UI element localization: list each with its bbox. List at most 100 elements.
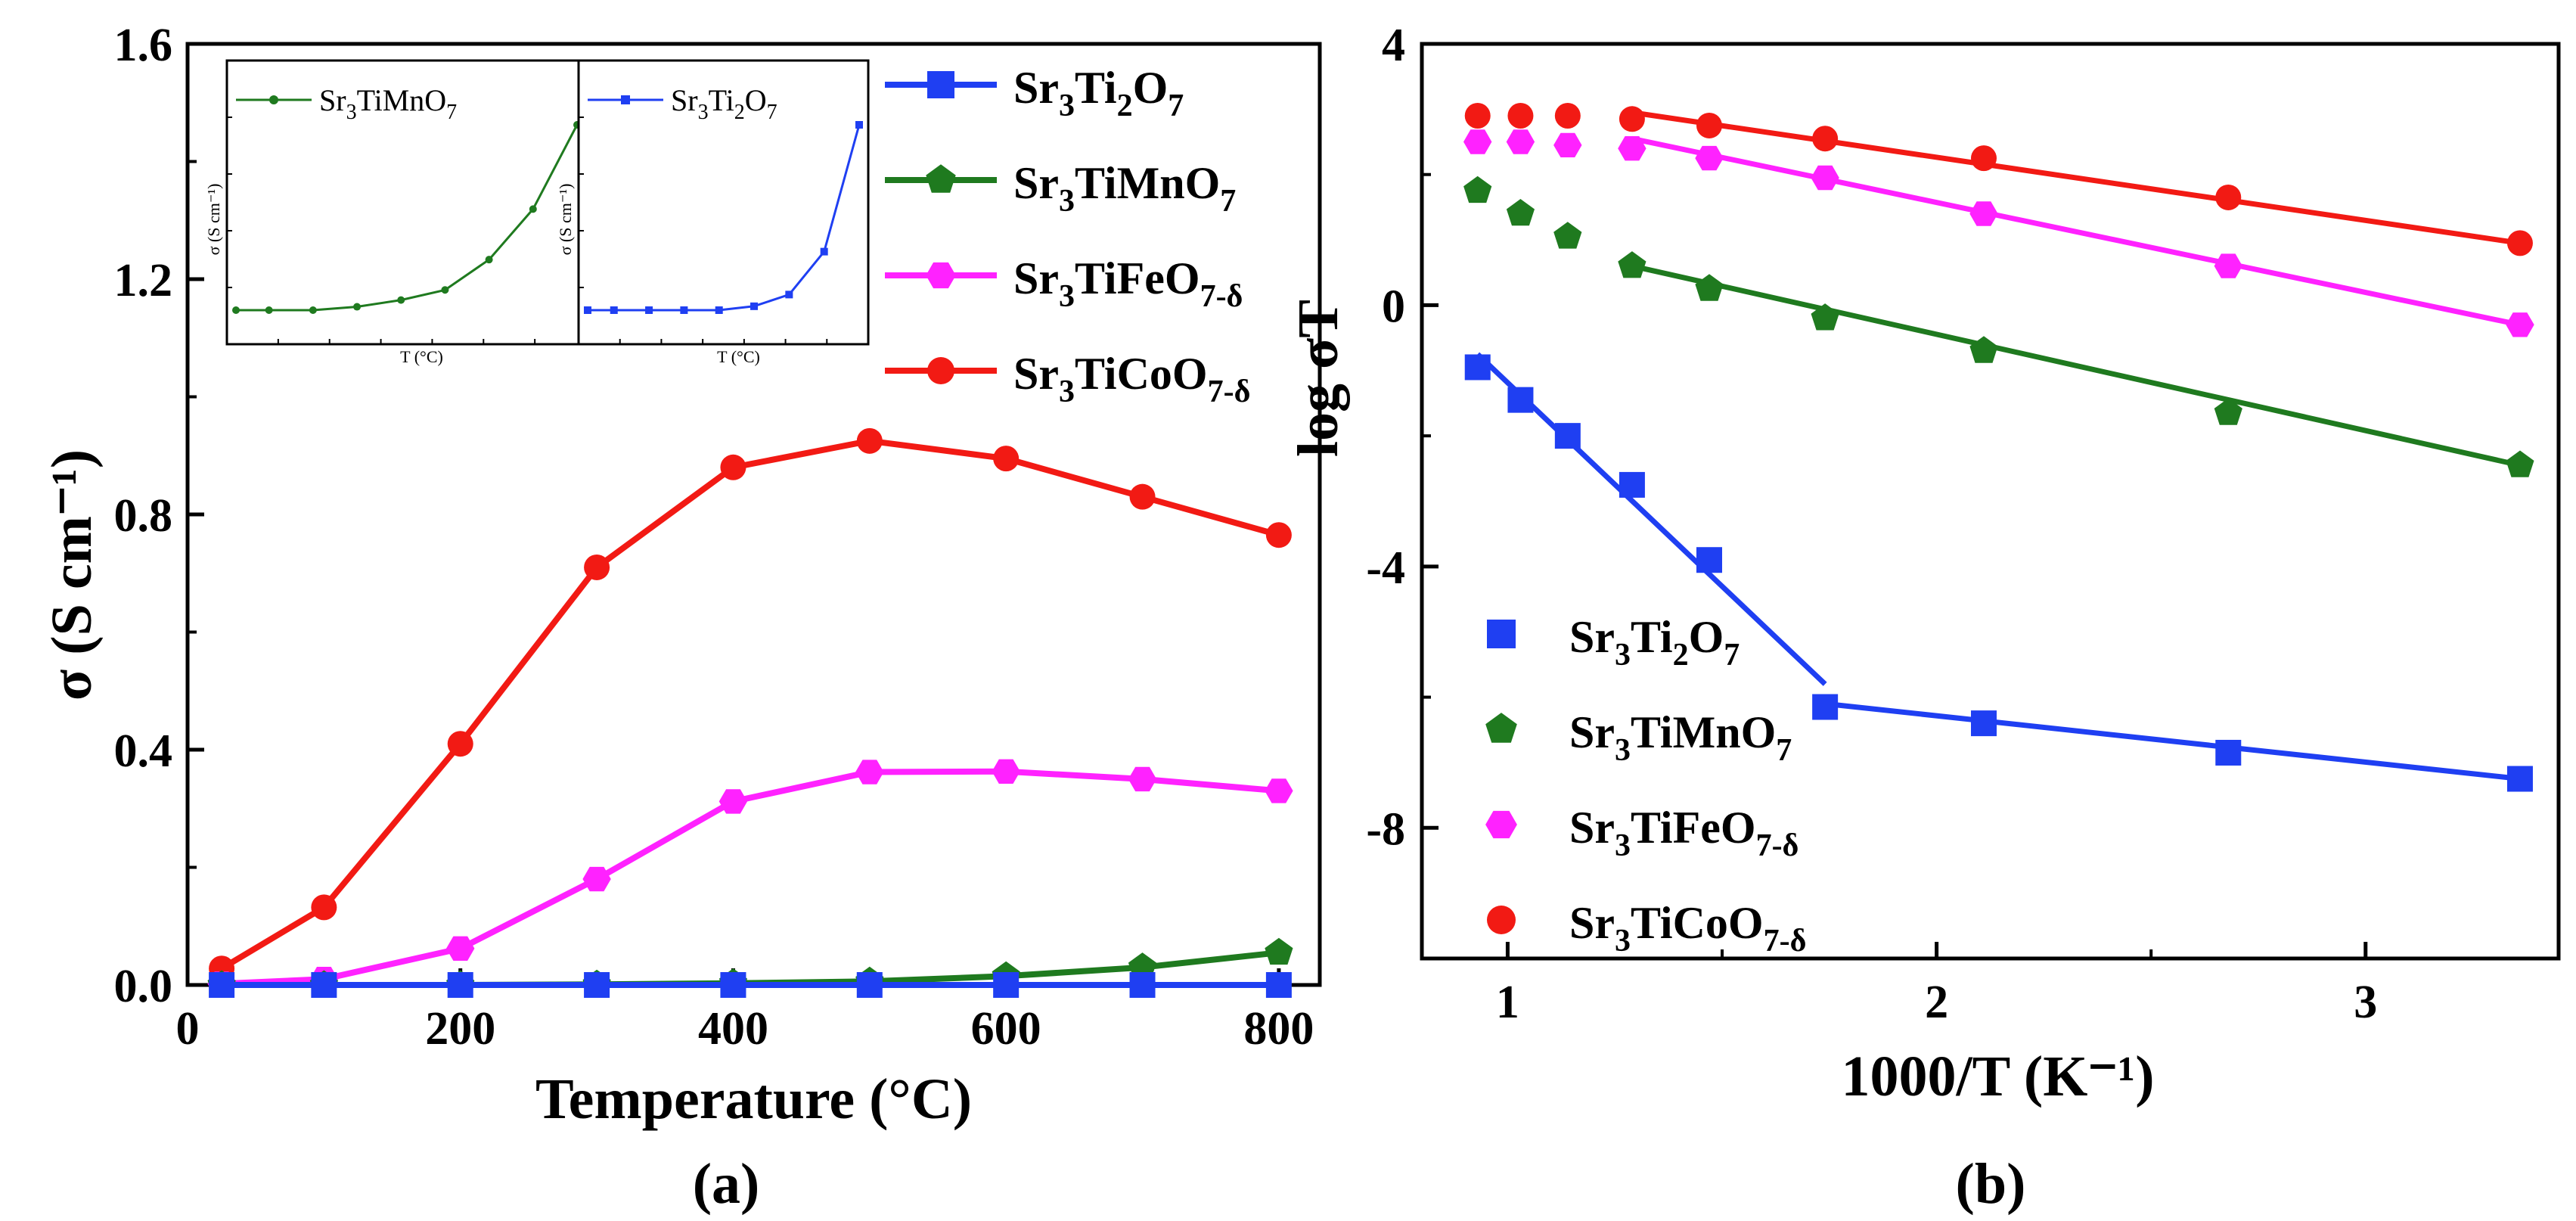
panel-b-point: [2506, 450, 2534, 477]
panel-b-point: [1811, 303, 1839, 331]
inset-legend-label-sub2: 7: [446, 101, 457, 124]
legend-label: Sr3TiMnO7: [1013, 158, 1236, 219]
panel-b-point: [1696, 112, 1723, 138]
panel-b-point: [1969, 201, 1998, 226]
panel-b-point: [1969, 336, 1998, 363]
inset-legend-label-part2: TiMnO: [357, 83, 447, 117]
panel-a-xtick-label: 0: [176, 1003, 200, 1055]
legend-label-sub1: 3: [1059, 89, 1075, 123]
panel-b-ylabel: log σT: [1286, 300, 1350, 457]
legend-marker: [1485, 713, 1517, 743]
panel-b-point: [1970, 145, 1997, 172]
inset-point: [645, 306, 653, 314]
legend-label-part1: Sr: [1569, 898, 1615, 948]
legend-label: Sr3TiCoO7-δ: [1569, 898, 1806, 958]
legend-label-sub1: 3: [1615, 638, 1631, 673]
panel-a-point: [856, 972, 883, 998]
legend-marker: [1487, 620, 1516, 648]
panel-b-ytick-label: -4: [1366, 542, 1405, 594]
legend-label-sub2: 7-δ: [1764, 924, 1807, 958]
panel-a-point: [993, 972, 1020, 998]
inset-point: [820, 247, 828, 256]
legend-label-part2: TiFeO: [1075, 253, 1200, 303]
panel-a-point: [584, 554, 610, 580]
inset-point: [855, 121, 863, 129]
inset-legend-label-sub2: 2: [734, 101, 745, 124]
panel-a-point: [311, 894, 337, 921]
legend-label-part1: Sr: [1569, 612, 1615, 662]
panel-b-point: [1812, 694, 1839, 720]
panel-b-point: [1506, 129, 1535, 154]
inset-point: [441, 286, 449, 294]
panel-a-xtick-label: 200: [425, 1003, 495, 1055]
inset-legend-marker: [269, 95, 278, 104]
panel-a-series-line: [220, 437, 1280, 971]
panel-b-frame: [1420, 42, 2561, 961]
inset-legend-label-part2: Ti: [709, 83, 734, 117]
panel-b-xtick-label: 2: [1925, 977, 1948, 1028]
legend-label-part1: Sr: [1013, 158, 1059, 208]
panel-b-fit-line: [1631, 263, 2521, 468]
panel-a-point: [1129, 483, 1156, 510]
legend-label-part2: Ti: [1075, 63, 1117, 113]
legend-label-part1: Sr: [1013, 253, 1059, 303]
legend-label-sub2: 7-δ: [1756, 828, 1799, 863]
panel-a-point: [1129, 972, 1156, 998]
legend-label-sub2: 7: [1220, 184, 1236, 219]
panel-b-point: [1696, 547, 1723, 573]
inset-legend-label-part1: Sr: [671, 83, 698, 117]
panel-b-point: [1463, 129, 1492, 154]
legend-label: Sr3TiFeO7-δ: [1013, 253, 1243, 314]
panel-a-series-line: [221, 768, 1280, 987]
panel-a-ylabel: σ (S cm⁻¹): [40, 449, 104, 701]
legend-marker: [927, 71, 954, 98]
legend-marker: [1485, 810, 1517, 839]
panel-b-point: [1695, 274, 1724, 301]
panel-b-point: [2214, 398, 2242, 425]
panel-b-point: [1618, 136, 1646, 161]
panel-a-point: [993, 446, 1020, 472]
inset-ylabel: σ (S cm⁻¹): [556, 184, 575, 256]
panel-b-point: [1507, 387, 1534, 413]
inset-point: [680, 306, 688, 314]
panel-a-point: [447, 972, 473, 998]
panel-b-point: [1553, 132, 1582, 157]
legend-marker: [926, 262, 956, 289]
panel-b-xtick-label: 1: [1496, 977, 1519, 1028]
panel-b-fit-line: [1476, 352, 1827, 686]
panel-a-point: [1265, 522, 1292, 548]
legend-label-part2: TiMnO: [1075, 158, 1220, 208]
legend-label-part1: Sr: [1569, 707, 1615, 757]
inset-point: [610, 306, 618, 314]
legend-label: Sr3Ti2O7: [1569, 612, 1740, 673]
inset-ylabel: σ (S cm⁻¹): [204, 184, 223, 256]
panel-a-point: [1265, 778, 1293, 803]
inset-legend-label-sub3: 7: [767, 101, 777, 124]
panel-a-xtick-label: 400: [698, 1003, 768, 1055]
legend-label: Sr3TiCoO7-δ: [1013, 349, 1250, 409]
panel-b-fit-line: [1631, 110, 2521, 246]
panel-b-point: [1553, 222, 1582, 249]
legend-label-part2: Ti: [1631, 612, 1673, 662]
panel-b-point: [1506, 199, 1535, 226]
panel-b-point: [2506, 230, 2533, 256]
panel-a-point: [1265, 972, 1292, 998]
panel-b-xtick-label: 3: [2354, 977, 2377, 1028]
legend-label: Sr3TiFeO7-δ: [1569, 803, 1799, 863]
legend-label-part3: O: [1689, 612, 1724, 662]
panel-b-point: [1464, 102, 1491, 129]
panel-b-ytick-label: 0: [1382, 281, 1405, 332]
legend-label-part1: Sr: [1013, 349, 1059, 399]
legend-label-part2: TiFeO: [1631, 803, 1756, 853]
inset-point: [715, 306, 723, 314]
legend-label-sub2: 7-δ: [1208, 374, 1251, 409]
panel-b-point: [1811, 165, 1839, 191]
panel-a: 0 200 400 600 800 0.0 0.4 0.8 1.2 1.6 Temperature …: [40, 20, 1322, 1216]
inset-legend-label: Sr3Ti2O7: [671, 83, 777, 124]
legend-label-sub1: 3: [1059, 279, 1075, 314]
inset-point: [750, 302, 759, 310]
panel-b-fit-line: [1824, 701, 2521, 781]
legend-marker: [927, 357, 954, 384]
